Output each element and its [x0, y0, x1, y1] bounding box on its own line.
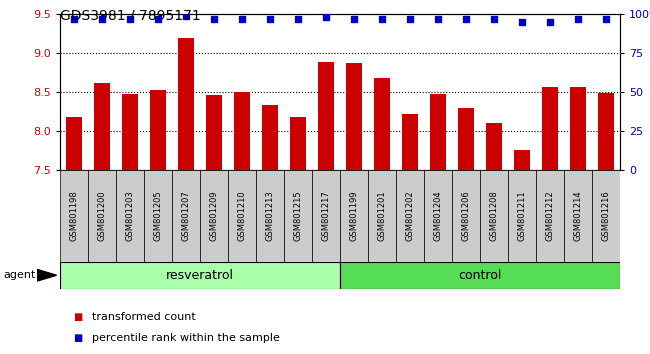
Bar	[458, 108, 474, 170]
Bar	[88, 170, 116, 262]
Text: GSM801202: GSM801202	[406, 190, 415, 241]
Point	[545, 19, 555, 25]
Bar	[430, 95, 446, 170]
Point	[433, 16, 443, 22]
Text: ■: ■	[73, 333, 82, 343]
Bar	[424, 170, 452, 262]
Bar	[570, 87, 586, 170]
Bar	[542, 87, 558, 170]
Point	[181, 13, 191, 18]
Text: GSM801208: GSM801208	[489, 190, 499, 241]
Bar	[402, 114, 418, 170]
Bar	[172, 170, 200, 262]
Text: GSM801205: GSM801205	[153, 190, 162, 241]
Point	[125, 16, 135, 22]
Bar	[206, 95, 222, 170]
Text: percentile rank within the sample: percentile rank within the sample	[92, 333, 280, 343]
Bar	[536, 170, 564, 262]
Bar	[228, 170, 256, 262]
Point	[461, 16, 471, 22]
Text: GSM801217: GSM801217	[322, 190, 330, 241]
Point	[320, 15, 331, 20]
Bar	[599, 93, 614, 170]
Bar	[368, 170, 396, 262]
Bar	[178, 38, 194, 170]
Bar	[564, 170, 592, 262]
Bar	[60, 262, 340, 289]
Text: transformed count: transformed count	[92, 312, 196, 322]
Text: GSM801210: GSM801210	[237, 190, 246, 241]
Bar	[312, 170, 340, 262]
Point	[349, 16, 359, 22]
Text: GSM801214: GSM801214	[573, 190, 582, 241]
Bar	[234, 92, 250, 170]
Text: GSM801209: GSM801209	[209, 190, 218, 241]
Point	[265, 16, 275, 22]
Bar	[318, 62, 333, 170]
Point	[97, 16, 107, 22]
Text: GSM801198: GSM801198	[70, 190, 78, 241]
Text: GSM801200: GSM801200	[98, 190, 107, 241]
Text: GSM801216: GSM801216	[602, 190, 610, 241]
Bar	[508, 170, 536, 262]
Bar	[144, 170, 172, 262]
Text: GSM801199: GSM801199	[350, 190, 358, 241]
Bar	[94, 83, 110, 170]
Point	[69, 16, 79, 22]
Point	[292, 16, 303, 22]
Text: resveratrol: resveratrol	[166, 269, 234, 282]
Text: GSM801212: GSM801212	[545, 190, 554, 241]
Bar	[116, 170, 144, 262]
Bar	[340, 170, 368, 262]
Bar	[122, 95, 138, 170]
Bar	[452, 170, 480, 262]
Text: GSM801213: GSM801213	[265, 190, 274, 241]
Point	[237, 16, 247, 22]
Point	[601, 16, 611, 22]
Point	[377, 16, 387, 22]
Bar	[340, 262, 620, 289]
Text: GDS3981 / 7895171: GDS3981 / 7895171	[60, 9, 201, 23]
Text: GSM801206: GSM801206	[462, 190, 471, 241]
Text: GSM801201: GSM801201	[378, 190, 387, 241]
Bar	[150, 90, 166, 170]
Bar	[66, 117, 81, 170]
Text: GSM801211: GSM801211	[517, 190, 526, 241]
Point	[517, 19, 527, 25]
Point	[209, 16, 219, 22]
Bar	[262, 104, 278, 170]
Point	[573, 16, 583, 22]
Text: agent: agent	[3, 270, 36, 280]
Bar	[592, 170, 620, 262]
Bar	[374, 78, 390, 170]
Text: GSM801203: GSM801203	[125, 190, 135, 241]
Point	[153, 16, 163, 22]
Bar	[396, 170, 424, 262]
Polygon shape	[37, 269, 57, 281]
Bar	[60, 170, 88, 262]
Bar	[480, 170, 508, 262]
Bar	[514, 150, 530, 170]
Bar	[346, 63, 361, 170]
Text: GSM801207: GSM801207	[181, 190, 190, 241]
Bar	[486, 123, 502, 170]
Text: GSM801215: GSM801215	[293, 190, 302, 241]
Text: control: control	[458, 269, 502, 282]
Bar	[200, 170, 228, 262]
Text: ■: ■	[73, 312, 82, 322]
Bar	[284, 170, 312, 262]
Point	[489, 16, 499, 22]
Bar	[256, 170, 284, 262]
Bar	[290, 117, 305, 170]
Point	[405, 16, 415, 22]
Text: GSM801204: GSM801204	[434, 190, 443, 241]
